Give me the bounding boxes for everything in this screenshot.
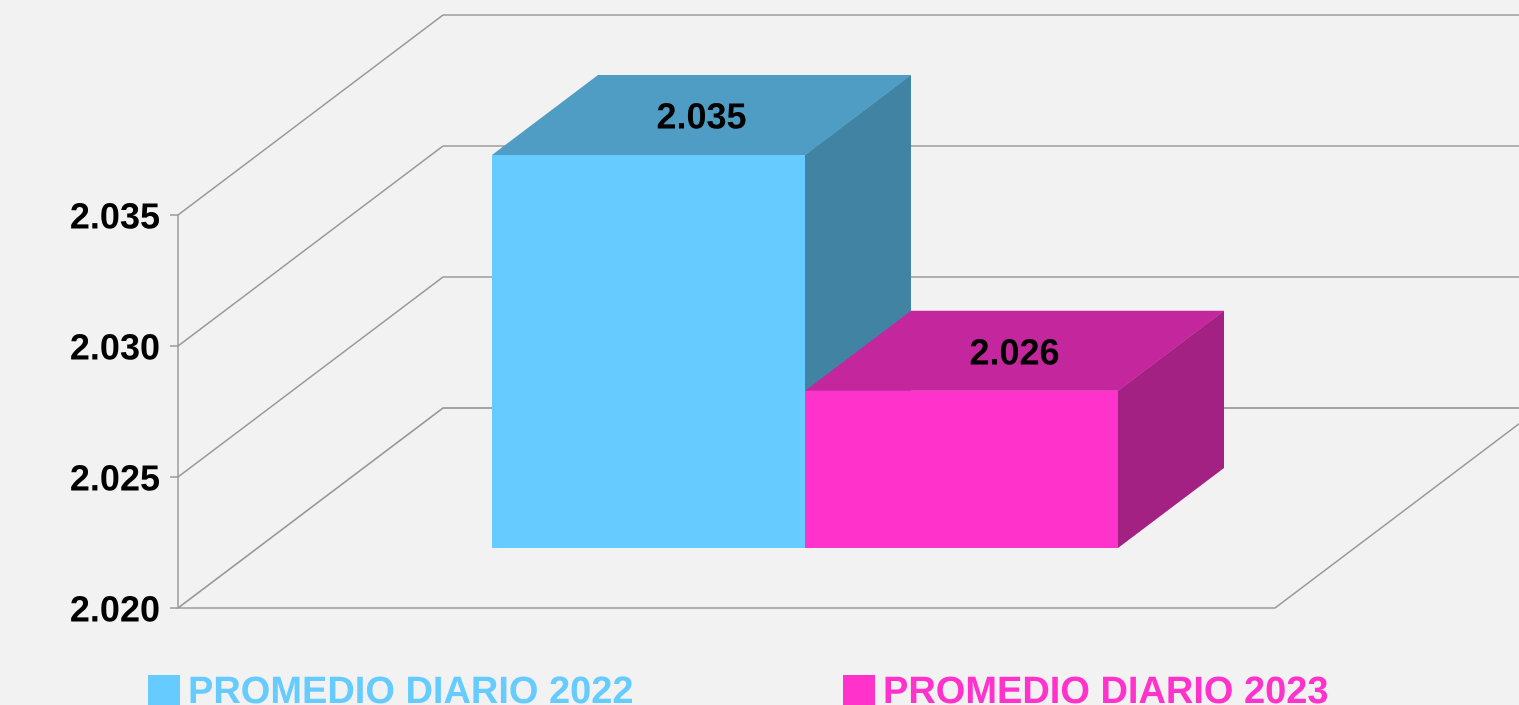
grid-line: [177, 145, 444, 347]
grid-line: [177, 14, 444, 216]
bar: [805, 390, 1118, 548]
y-tick-label: 2.025: [70, 458, 160, 499]
legend-label: PROMEDIO DIARIO 2023: [883, 670, 1329, 705]
bar-top: [805, 310, 1224, 391]
legend-swatch: [148, 675, 180, 705]
grid-line: [177, 276, 444, 478]
data-label: 2.026: [969, 331, 1059, 372]
legend-label: PROMEDIO DIARIO 2022: [188, 670, 634, 705]
bar-top: [492, 75, 911, 155]
bar-side: [1118, 310, 1224, 548]
legend-swatch: [843, 675, 875, 705]
data-label: 2.035: [656, 96, 746, 137]
grid-line: [177, 407, 444, 609]
bar: [492, 155, 805, 548]
y-tick-label: 2.020: [70, 589, 160, 630]
y-tick-label: 2.030: [70, 327, 160, 368]
y-tick-label: 2.035: [70, 196, 160, 237]
